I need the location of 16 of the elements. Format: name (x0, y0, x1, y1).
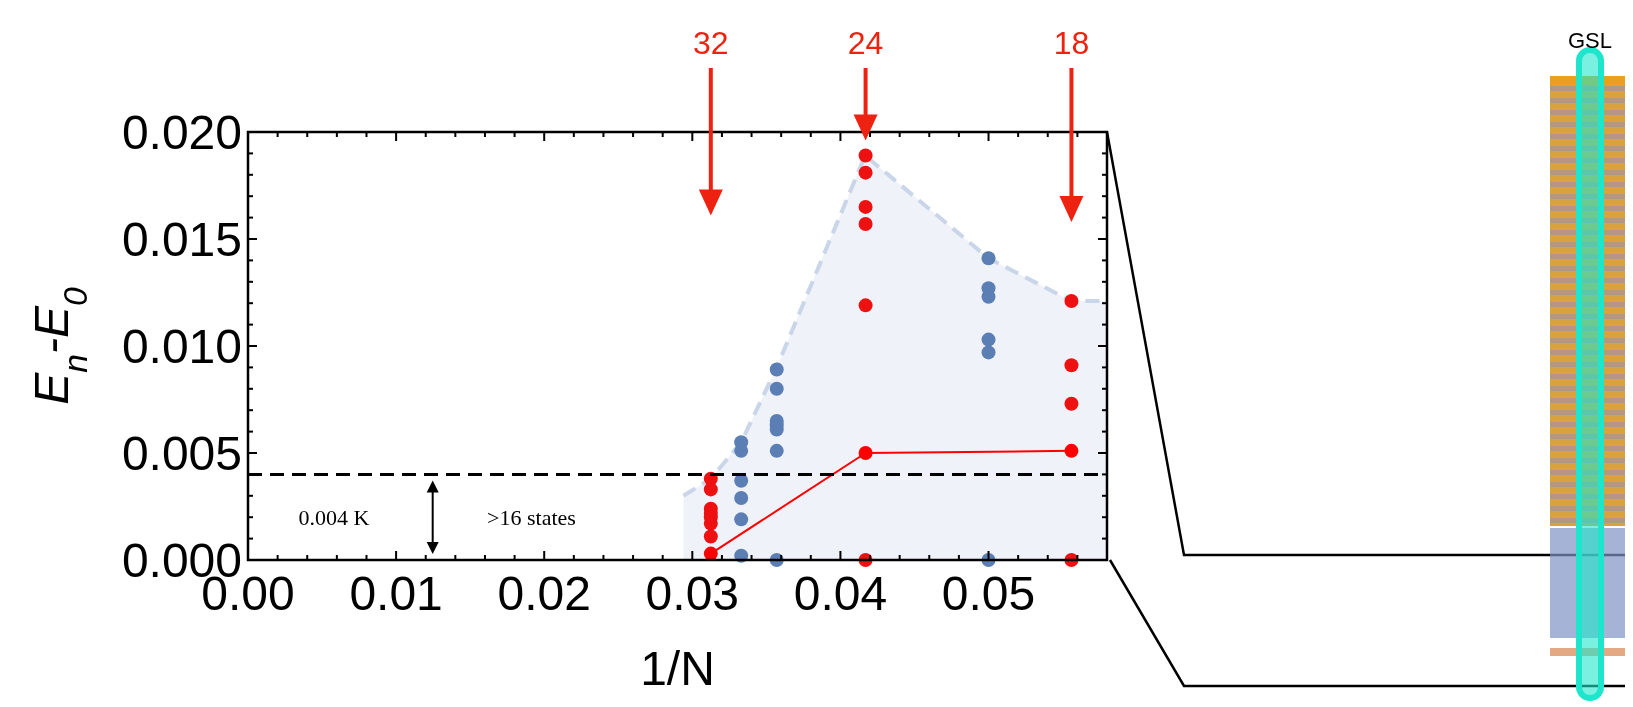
y-tick-label: 0.010 (121, 320, 242, 373)
x-tick-label: 0.03 (645, 567, 740, 620)
y-tick-label: 0.015 (121, 213, 242, 266)
x-tick-label: 0.05 (941, 567, 1036, 620)
x-tick-label: 0.01 (349, 567, 443, 620)
x-axis-title: 1/N (640, 642, 715, 695)
text: 32 (693, 25, 729, 61)
annotation: 0.004 K (298, 505, 370, 531)
text: 24 (847, 25, 884, 61)
text: GSL (1567, 28, 1613, 53)
y-tick-label: 0.005 (121, 427, 242, 480)
y-tick-label: 0.020 (121, 106, 242, 159)
text: 18 (1053, 25, 1090, 61)
x-tick-label: 0.04 (793, 567, 888, 620)
annotation: >16 states (487, 505, 576, 531)
x-tick-label: 0.02 (497, 567, 591, 620)
